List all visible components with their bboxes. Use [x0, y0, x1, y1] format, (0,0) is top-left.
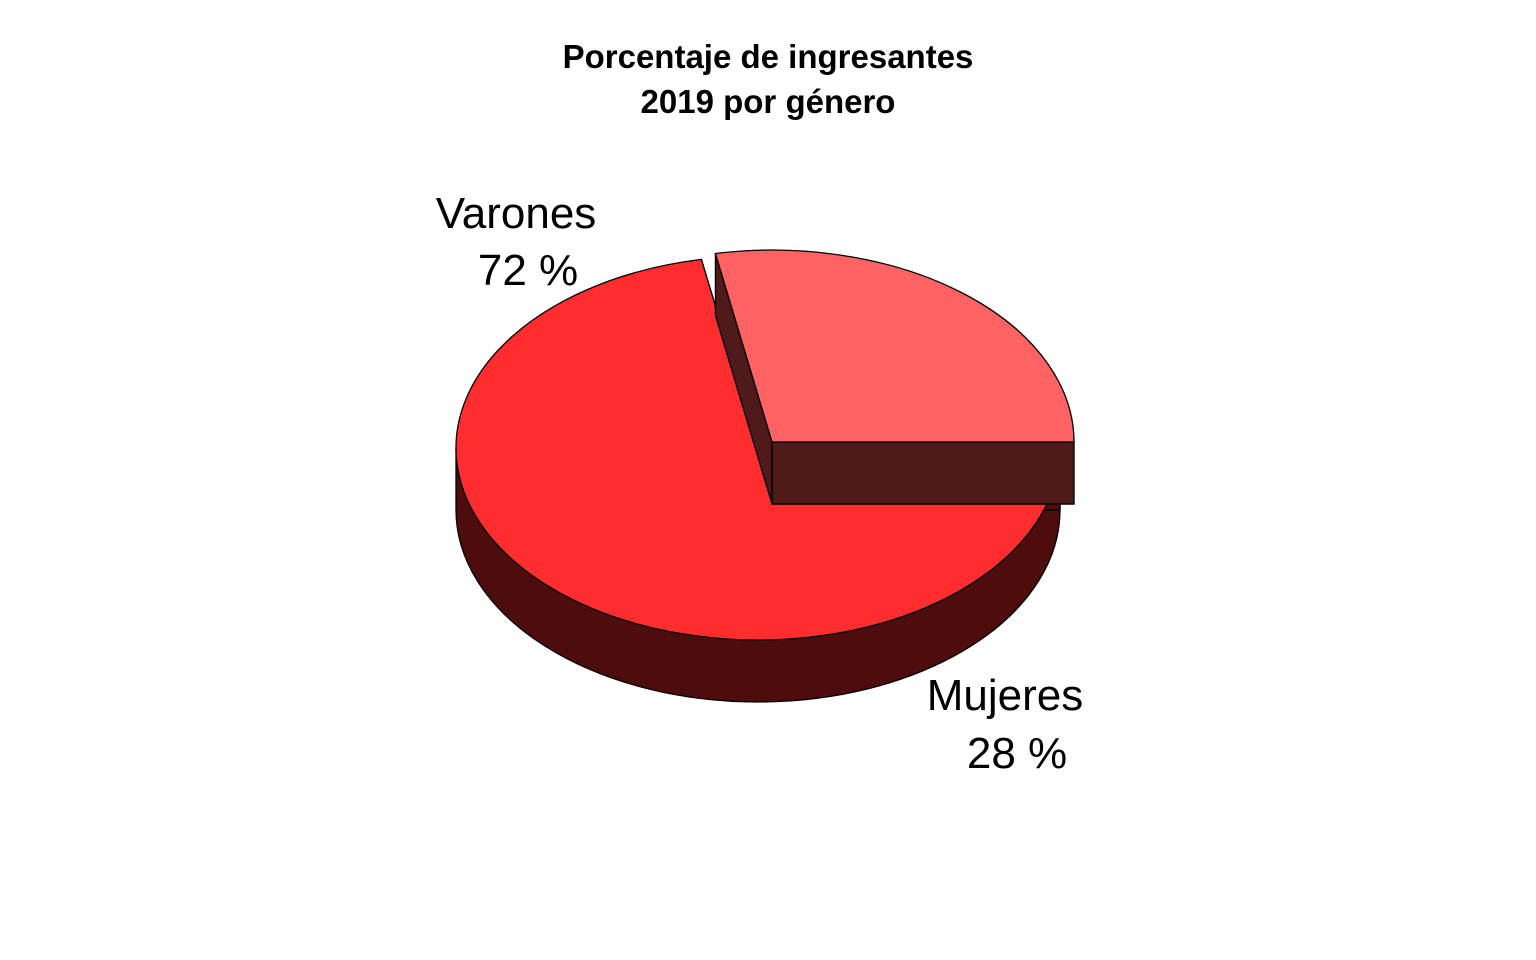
slice-mujeres	[714, 249, 1075, 505]
slice-inner-wall-mujeres-1	[771, 441, 1075, 505]
slice-label-mujeres: Mujeres	[927, 671, 1084, 720]
slice-labels: Varones 72 % Mujeres 28 %	[436, 189, 1084, 778]
chart-title-line-1: Porcentaje de ingresantes	[563, 38, 974, 75]
slice-top-mujeres	[714, 249, 1075, 443]
slice-label-varones: Varones	[436, 189, 597, 238]
slice-value-label-mujeres: 28 %	[967, 729, 1067, 778]
slice-value-label-varones: 72 %	[478, 246, 578, 295]
chart-title-line-2: 2019 por género	[641, 83, 896, 120]
pie-slices	[455, 249, 1075, 703]
